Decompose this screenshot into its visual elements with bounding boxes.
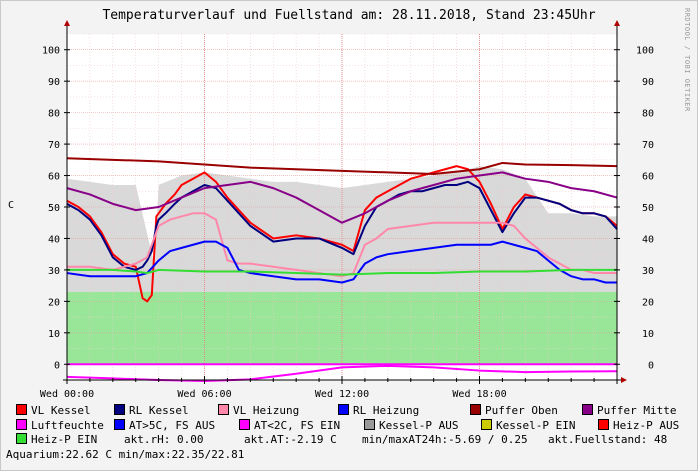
y-tick-label-right: 70 [642, 140, 654, 151]
legend-item: VL Heizung [218, 404, 338, 419]
y-axis-arrow-right [614, 20, 620, 26]
legend-item: Heiz-P AUS [598, 418, 688, 434]
y-tick-label-right: 20 [642, 297, 654, 308]
legend-label: Puffer Oben [485, 404, 558, 417]
x-tick-label: Wed 12:00 [315, 389, 369, 400]
legend-row-4: Aquarium:22.62 C min/max:22.35/22.81 [6, 448, 688, 463]
legend: VL Kessel RL Kessel VL Heizung RL Heizung Pu… [6, 404, 688, 462]
plot-area: 0 0 10 10 20 20 30 30 40 40 50 50 60 60 70 70 80 80 90 90 10… [40, 20, 654, 400]
legend-label: VL Heizung [233, 404, 300, 417]
legend-swatch [598, 418, 609, 430]
legend-label: RL Kessel [129, 404, 189, 417]
y-tick-label-left: 60 [48, 172, 60, 183]
legend-item: VL Kessel [16, 404, 114, 419]
legend-item: Puffer Oben [470, 404, 582, 419]
legend-item: RL Heizung [338, 404, 470, 419]
series-line-0 [66, 165, 618, 303]
legend-label: VL Kessel [31, 404, 91, 417]
series-line-4 [66, 157, 618, 175]
stat-minmax-at: min/maxAT24h:-5.69 / 0.25 [362, 433, 528, 446]
stat-fuellstand: akt.Fuellstand: 48 [548, 433, 668, 446]
y-tick-label-left: 80 [48, 109, 60, 120]
series-line-3 [66, 240, 617, 284]
stat-humidity: akt.rH: 0.00 [124, 433, 204, 446]
y-tick-label-right: 50 [642, 203, 654, 214]
y-tick-label-left: 10 [48, 329, 60, 340]
x-tick-label: Wed 00:00 [40, 389, 94, 400]
legend-item: AT>5C, FS AUS [114, 418, 239, 434]
legend-row-1: VL Kessel RL Kessel VL Heizung RL Heizung Pu… [16, 404, 688, 419]
legend-item: Puffer Mitte [582, 404, 682, 419]
y-tick-label-right: 80 [642, 109, 654, 120]
y-tick-label-left: 30 [48, 266, 60, 277]
legend-swatch [114, 418, 125, 430]
legend-item: Luftfeuchte [16, 418, 114, 434]
legend-item: RL Kessel [114, 404, 218, 419]
y-tick-label-left: 50 [48, 203, 60, 214]
legend-item: Kessel-P EIN [481, 418, 598, 434]
y-tick-label-right: 90 [642, 77, 654, 88]
stat-aquarium: Aquarium:22.62 C min/max:22.35/22.81 [6, 447, 245, 461]
series-line-5 [66, 171, 618, 224]
x-tick-label: Wed 06:00 [177, 389, 231, 400]
legend-swatch [481, 418, 492, 430]
y-tick-label-right: 40 [642, 234, 654, 245]
series-line-12 [67, 268, 617, 276]
y-tick-label-left: 90 [48, 77, 60, 88]
legend-label: AT>5C, FS AUS [129, 418, 216, 432]
y-tick-label-right: 10 [642, 329, 654, 340]
series-line-2 [67, 212, 617, 278]
y-axis-label: C [8, 200, 15, 211]
legend-swatch [338, 404, 349, 415]
y-tick-label-left: 70 [48, 140, 60, 151]
y-tick-label-right: 30 [642, 266, 654, 277]
legend-swatch [239, 418, 250, 430]
stat-outdoor-temp: akt.AT:-2.19 C [244, 433, 337, 446]
y-tick-label-right: 100 [636, 46, 654, 57]
y-tick-label-left: 100 [42, 46, 60, 57]
legend-swatch [114, 404, 125, 415]
legend-row-2: Luftfeuchte AT>5C, FS AUS AT<2C, FS EIN Kes… [16, 418, 688, 434]
y-tick-label-left: 0 [54, 360, 60, 371]
legend-label: Kessel-P EIN [496, 418, 576, 432]
legend-row-3: Heiz-P EIN akt.rH: 0.00 akt.AT:-2.19 C min/… [16, 433, 688, 448]
legend-swatch [582, 404, 593, 415]
legend-label: Heiz-P EIN [31, 433, 98, 446]
y-tick-label-right: 60 [642, 172, 654, 183]
legend-label: RL Heizung [353, 404, 420, 417]
legend-item: AT<2C, FS EIN [239, 418, 364, 434]
legend-label: Heiz-P AUS [613, 418, 680, 432]
legend-label: Luftfeuchte [31, 418, 104, 432]
legend-swatch [218, 404, 229, 415]
legend-label: AT<2C, FS EIN [254, 418, 341, 432]
legend-swatch [470, 404, 481, 415]
legend-swatch [16, 404, 27, 415]
legend-swatch [16, 418, 27, 430]
rrdtool-watermark: RRDTOOL / TOBI OETIKER [683, 8, 691, 112]
legend-label: Kessel-P AUS [379, 418, 459, 432]
x-axis-arrow [621, 377, 627, 383]
y-axis-arrow-left [64, 20, 70, 26]
legend-swatch [364, 418, 375, 430]
y-tick-label-right: 0 [648, 360, 654, 371]
legend-item-heiz-p-ein: Heiz-P EIN [16, 433, 124, 448]
series-line-1 [66, 180, 618, 271]
legend-swatch [16, 433, 27, 444]
chart-title: Temperaturverlauf und Fuellstand am: 28.… [102, 8, 596, 23]
legend-item: Kessel-P AUS [364, 418, 481, 434]
y-tick-label-left: 20 [48, 297, 60, 308]
x-tick-label: Wed 18:00 [452, 389, 506, 400]
y-tick-label-left: 40 [48, 234, 60, 245]
legend-label: Puffer Mitte [597, 404, 677, 417]
